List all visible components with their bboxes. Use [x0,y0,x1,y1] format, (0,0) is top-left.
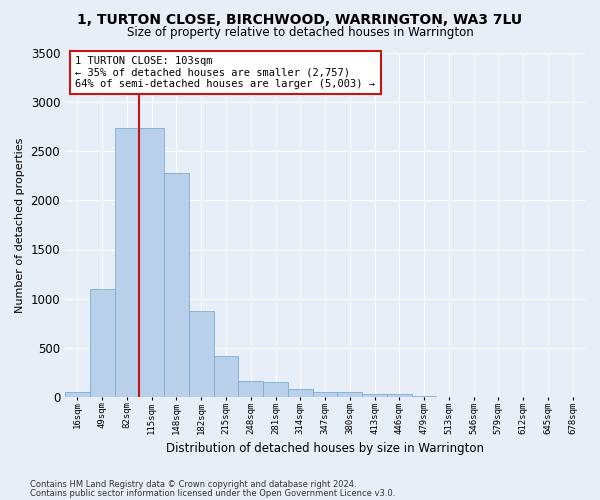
Text: 1 TURTON CLOSE: 103sqm
← 35% of detached houses are smaller (2,757)
64% of semi-: 1 TURTON CLOSE: 103sqm ← 35% of detached… [76,56,376,89]
Bar [263,382,288,397]
Bar [65,392,90,397]
Bar [313,392,337,397]
Text: Size of property relative to detached houses in Warrington: Size of property relative to detached ho… [127,26,473,39]
Y-axis label: Number of detached properties: Number of detached properties [15,137,25,312]
Text: Contains HM Land Registry data © Crown copyright and database right 2024.: Contains HM Land Registry data © Crown c… [30,480,356,489]
Bar [90,289,115,397]
Bar [189,311,214,397]
Bar [337,392,362,397]
Bar [412,396,436,397]
Bar [115,128,139,397]
Bar [139,128,164,397]
Bar [214,356,238,397]
Bar [362,394,387,397]
Bar [238,381,263,397]
Bar [288,389,313,397]
X-axis label: Distribution of detached houses by size in Warrington: Distribution of detached houses by size … [166,442,484,455]
Text: 1, TURTON CLOSE, BIRCHWOOD, WARRINGTON, WA3 7LU: 1, TURTON CLOSE, BIRCHWOOD, WARRINGTON, … [77,12,523,26]
Bar [387,394,412,397]
Text: Contains public sector information licensed under the Open Government Licence v3: Contains public sector information licen… [30,488,395,498]
Bar [164,172,189,397]
